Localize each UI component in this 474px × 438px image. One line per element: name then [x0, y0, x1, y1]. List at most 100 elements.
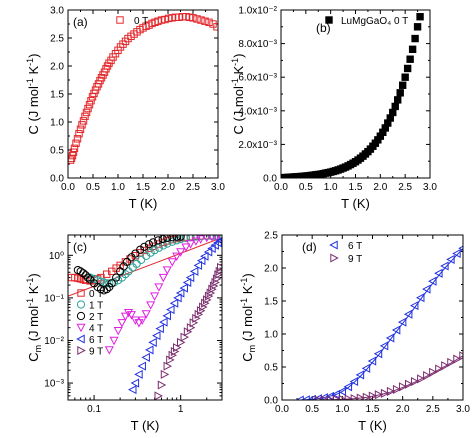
- panel-d-data-point: [385, 333, 395, 343]
- panel-d-ytick-label: 0.5: [264, 363, 278, 374]
- panel-c-data-point: [173, 343, 182, 353]
- panel-c-data-point: [107, 279, 116, 288]
- panel-a-legend-text: 0 T: [134, 16, 148, 27]
- panel-a-xtick-label: 1.5: [136, 182, 150, 193]
- panel-c-data-point: [214, 270, 222, 280]
- panel-c-legend-marker: [77, 345, 86, 356]
- panel-c-data-point: [130, 316, 140, 325]
- panel-c-data-point: [191, 237, 201, 246]
- panel-c-data-point: [157, 380, 167, 390]
- panel-a-data: [68, 13, 218, 164]
- panel-c-data-point: [137, 361, 146, 371]
- panel-c-data-point: [124, 308, 134, 318]
- panel-b-ytick-label: 4.0x10⁻³: [238, 106, 277, 117]
- panel-d-data-point: [379, 341, 389, 351]
- panel-a-xtick-label: 2.5: [186, 182, 200, 193]
- panel-c-data-point: [120, 312, 130, 322]
- panel-c-data-point: [145, 345, 154, 355]
- panel-c-data-point: [130, 378, 140, 388]
- panel-b-data-point: [401, 73, 409, 81]
- panel-d-data-point: [361, 363, 371, 373]
- panel-c-legend-text: 9 T: [89, 347, 103, 358]
- panel-a-xtick-label: 0.5: [86, 182, 100, 193]
- panel-d-ytick-label: 0.0: [264, 396, 278, 407]
- panel-c-data-point: [163, 361, 173, 371]
- panel-d-data-point: [459, 351, 463, 361]
- panel-a-data-point: [69, 148, 78, 156]
- panel-b-ytick-label: 1.0x10⁻²: [238, 6, 277, 17]
- panel-c-data-point: [83, 273, 93, 282]
- panel-d-data-point: [392, 384, 402, 394]
- panel-b-data-point: [396, 89, 404, 97]
- panel-c-data-point: [196, 235, 206, 244]
- panel-d-data-point: [452, 248, 461, 259]
- panel-c-data-point: [145, 244, 153, 252]
- panel-c-data-point: [185, 273, 195, 283]
- panel-c-ylabel: Cm (J mol-1 K-1): [25, 273, 43, 362]
- panel-d-data-point: [362, 392, 372, 400]
- panel-c-xlabel: T (K): [131, 418, 160, 433]
- panel-c-data-point: [202, 235, 211, 243]
- panel-c-data-point: [207, 243, 216, 253]
- panel-a-data-point: [193, 15, 201, 23]
- panel-b-ytick-label: 0.0: [263, 174, 277, 185]
- panel-c-data-point: [146, 301, 156, 310]
- panel-a-legend-marker: [116, 16, 124, 24]
- panel-a-data-point: [70, 144, 79, 153]
- panel-a-ytick-label: 0.0: [50, 174, 64, 185]
- panel-a-data-point: [79, 117, 88, 125]
- panel-c-data-point: [169, 298, 179, 308]
- panel-b-data-point: [403, 64, 412, 73]
- panel-c-data-point: [179, 283, 188, 293]
- panel-d-ytick-label: 2.5: [264, 231, 278, 242]
- panel-a-data-point: [197, 16, 205, 24]
- panel-c-data-point: [196, 306, 206, 316]
- panel-d-ylabel: Cm (J mol-1 K-1): [239, 273, 257, 362]
- panel-c-data-point: [176, 248, 186, 257]
- panel-c-data-point: [152, 331, 161, 341]
- panel-a-data-point: [75, 130, 83, 138]
- panel-c-data-point: [159, 317, 168, 327]
- panel-c-data-point: [154, 391, 163, 400]
- panel-c-data-point: [181, 243, 191, 252]
- panel-d-data-point: [416, 293, 425, 303]
- panel-c-data-point: [134, 319, 144, 328]
- panel-a-xtick-label: 2.0: [161, 182, 175, 193]
- panel-c-legend-text: 6 T: [89, 335, 103, 346]
- panel-b-data-point: [406, 55, 414, 63]
- panel-c-data-point: [192, 313, 201, 323]
- panel-d-data-point: [295, 395, 304, 400]
- panel-c-data-point: [163, 235, 172, 243]
- panel-d-data-point: [338, 394, 348, 400]
- panel-b-data-point: [408, 45, 417, 54]
- panel-c-data-point: [136, 249, 144, 257]
- panel-d-xtick-label: 0.5: [305, 404, 319, 415]
- panel-d-xtick-label: 1.5: [366, 404, 380, 415]
- panel-c-data-point: [191, 235, 201, 241]
- panel-c-data-point: [193, 260, 203, 270]
- panel-d-ytick-label: 2.0: [264, 264, 278, 275]
- panel-c-ytick-label: 10⁻²: [44, 336, 64, 347]
- panel-c-data-point: [189, 318, 199, 328]
- panel-d-ytick-label: 1.0: [264, 330, 278, 341]
- panel-a-label: (a): [73, 15, 88, 29]
- panel-d-data-point: [374, 390, 384, 400]
- panel-d-data-point: [355, 370, 365, 380]
- panel-d-data-point: [380, 388, 390, 398]
- panel-c-data-point: [136, 245, 145, 254]
- panel-c-data-point: [217, 262, 222, 272]
- panel-b-data-point: [394, 96, 402, 104]
- panel-a-data-point: [201, 17, 209, 25]
- panel-b-legend-marker: [325, 16, 333, 24]
- panel-c-data-point: [162, 311, 171, 321]
- panel-a-xlabel: T (K): [129, 196, 158, 211]
- panel-c-data-point: [181, 235, 191, 243]
- panel-d-ytick-label: 1.5: [264, 297, 278, 308]
- panel-c-data-point: [109, 336, 119, 346]
- panel-c-data-point: [137, 255, 146, 265]
- panel-c-data-point: [148, 238, 158, 247]
- panel-d-series-9-t: [314, 351, 463, 400]
- panel-d-ticks: [281, 234, 464, 401]
- panel-d-data-point: [343, 382, 353, 392]
- panel-c-xtick-label: 1: [178, 404, 184, 415]
